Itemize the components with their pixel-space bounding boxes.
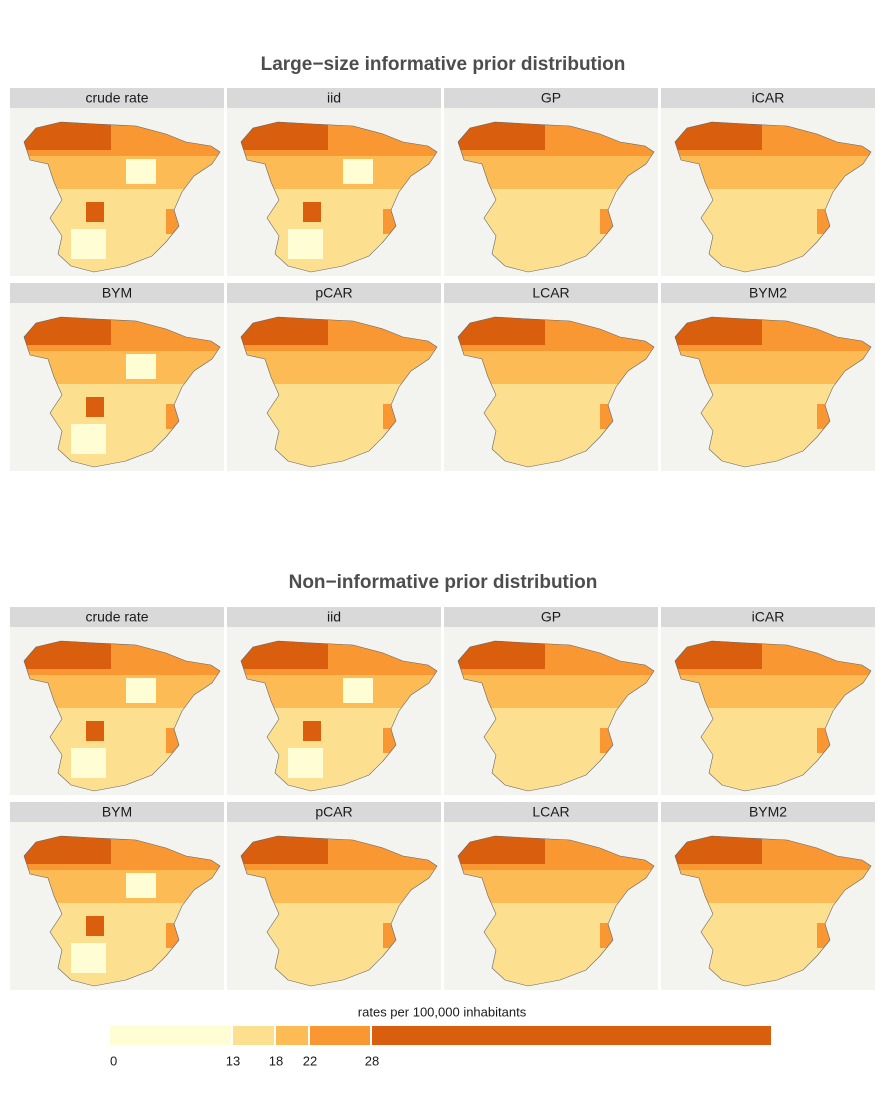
panel-label: BYM2	[749, 804, 787, 820]
region	[126, 159, 156, 184]
panel-label: pCAR	[315, 804, 352, 820]
region	[86, 721, 104, 741]
legend-swatch	[233, 1026, 274, 1045]
legend-label: 0	[110, 1053, 117, 1068]
panel-strip	[227, 283, 441, 303]
panel-strip	[10, 802, 224, 822]
region	[71, 229, 106, 259]
panel-label: crude rate	[85, 90, 148, 106]
panel-label: LCAR	[532, 804, 569, 820]
panel-label: BYM	[102, 285, 132, 301]
panel-strip	[444, 283, 658, 303]
legend-swatch	[372, 1026, 771, 1045]
legend-label: 28	[365, 1053, 379, 1068]
legend-label: 18	[269, 1053, 283, 1068]
panel-label: GP	[541, 609, 561, 625]
legend-swatch	[276, 1026, 308, 1045]
legend-label: 13	[226, 1053, 240, 1068]
panel-label: GP	[541, 90, 561, 106]
region	[343, 159, 373, 184]
region	[126, 354, 156, 379]
region	[86, 397, 104, 417]
region	[86, 916, 104, 936]
panel-strip	[661, 802, 875, 822]
legend-title: rates per 100,000 inhabitants	[358, 1004, 527, 1019]
panel-label: LCAR	[532, 285, 569, 301]
region	[86, 202, 104, 222]
panel-strip	[661, 88, 875, 108]
panel-strip	[444, 88, 658, 108]
region	[343, 678, 373, 703]
region	[126, 873, 156, 898]
legend-label: 22	[303, 1053, 317, 1068]
panel-strip	[661, 607, 875, 627]
panel-label: iid	[327, 609, 341, 625]
panel-strip	[444, 607, 658, 627]
panel-strip	[10, 607, 224, 627]
region	[288, 229, 323, 259]
panel-strip	[10, 283, 224, 303]
panel-label: iCAR	[752, 90, 785, 106]
section-title: Non−informative prior distribution	[289, 572, 598, 593]
panel-strip	[661, 283, 875, 303]
region	[288, 748, 323, 778]
panel-strip	[444, 802, 658, 822]
panel-label: pCAR	[315, 285, 352, 301]
region	[71, 748, 106, 778]
legend-swatch	[110, 1026, 231, 1045]
panel-label: iCAR	[752, 609, 785, 625]
region	[71, 943, 106, 973]
section-title: Large−size informative prior distributio…	[261, 54, 626, 75]
region	[303, 721, 321, 741]
panel-strip	[10, 88, 224, 108]
region	[71, 424, 106, 454]
panel-label: iid	[327, 90, 341, 106]
legend-swatch	[310, 1026, 370, 1045]
panel-label: crude rate	[85, 609, 148, 625]
panel-strip	[227, 607, 441, 627]
region	[303, 202, 321, 222]
region	[126, 678, 156, 703]
panel-label: BYM2	[749, 285, 787, 301]
panel-strip	[227, 88, 441, 108]
panel-label: BYM	[102, 804, 132, 820]
panel-strip	[227, 802, 441, 822]
